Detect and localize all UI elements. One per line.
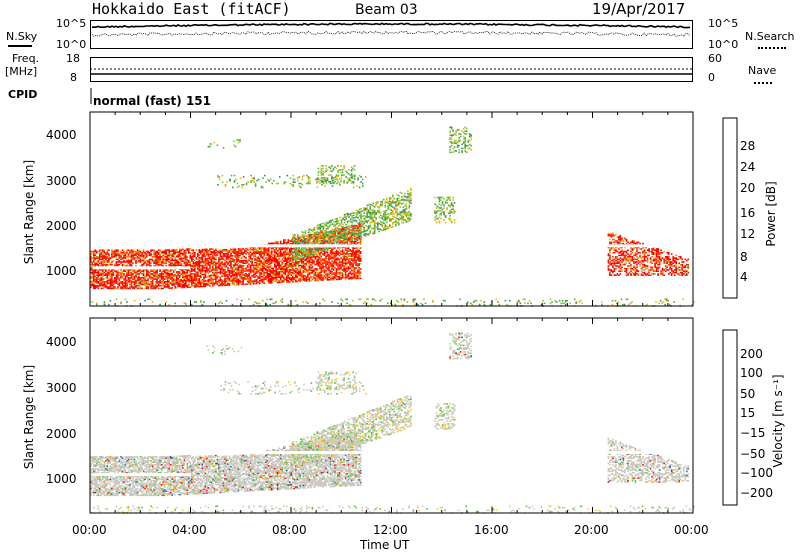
velocity-cb-tick-m50: −50 <box>740 447 766 461</box>
date-label: 19/Apr/2017 <box>592 0 686 18</box>
nave-tick-top: 60 <box>708 52 722 65</box>
velocity-ytick-1000: 1000 <box>46 472 77 486</box>
nsky-tick-top: 10^5 <box>56 17 87 30</box>
velocity-cb-tick-100: 100 <box>740 366 763 380</box>
freq-tick-bottom: 8 <box>70 71 77 84</box>
velocity-colorbar-frame <box>722 329 738 506</box>
power-cb-label: Power [dB] <box>764 181 778 247</box>
nsearch-line-icon <box>758 47 786 49</box>
power-cb-tick-4: 4 <box>740 270 748 284</box>
velocity-ytick-4000: 4000 <box>46 335 77 349</box>
beam-label: Beam 03 <box>355 2 418 18</box>
power-ylabel: Slant Range [km] <box>22 159 36 265</box>
power-ytick-4000: 4000 <box>46 128 77 142</box>
xtick-0000: 00:00 <box>72 523 107 537</box>
cpid-value: normal (fast) 151 <box>93 94 211 108</box>
xtick-1600: 16:00 <box>474 523 509 537</box>
nsky-line-icon <box>8 45 32 47</box>
nsearch-tick-top: 10^5 <box>708 17 739 30</box>
velocity-cb-tick-50: 50 <box>740 387 756 401</box>
cpid-label: CPID <box>8 88 38 101</box>
nave-tick-bottom: 0 <box>708 71 715 84</box>
power-cb-tick-12: 12 <box>740 227 756 241</box>
velocity-cb-tick-200: 200 <box>740 347 763 361</box>
nave-label: Nave <box>748 64 777 77</box>
velocity-cb-tick-m15: −15 <box>740 426 766 440</box>
velocity-cb-tick-m200: −200 <box>740 486 773 500</box>
nsky-trace <box>91 22 691 29</box>
xtick-2000: 20:00 <box>574 523 609 537</box>
nsky-label: N.Sky <box>6 30 38 43</box>
plot-title: Hokkaido East (fitACF) <box>92 0 291 18</box>
power-cb-tick-8: 8 <box>740 250 748 264</box>
freq-tick-top: 18 <box>66 52 80 65</box>
velocity-ylabel: Slant Range [km] <box>22 364 36 470</box>
power-cb-tick-20: 20 <box>740 181 756 195</box>
nsearch-tick-bottom: 10^0 <box>708 38 739 51</box>
xtick-0800: 08:00 <box>272 523 307 537</box>
nsearch-trace <box>91 30 691 37</box>
velocity-cb-label: Velocity [m s⁻¹] <box>771 374 785 468</box>
xtick-1200: 12:00 <box>373 523 408 537</box>
xtick-2400: 00:00 <box>674 523 709 537</box>
power-cb-tick-24: 24 <box>740 160 756 174</box>
freq-unit: [MHz] <box>5 65 38 78</box>
power-ytick-1000: 1000 <box>46 264 77 278</box>
velocity-cb-tick-15: 15 <box>740 406 756 420</box>
nsearch-label: N.Search <box>745 30 795 43</box>
power-colorbar-frame <box>722 117 738 299</box>
nave-line-icon <box>754 82 772 84</box>
velocity-ytick-3000: 3000 <box>46 381 77 395</box>
power-cb-tick-28: 28 <box>740 139 756 153</box>
freq-label: Freq. <box>12 52 40 65</box>
power-cb-tick-16: 16 <box>740 206 756 220</box>
power-ytick-2000: 2000 <box>46 219 77 233</box>
xaxis-label: Time UT <box>360 538 410 552</box>
xtick-0400: 04:00 <box>172 523 207 537</box>
nsky-tick-bottom: 10^0 <box>56 38 87 51</box>
power-ytick-3000: 3000 <box>46 174 77 188</box>
velocity-cb-tick-m100: −100 <box>740 466 773 480</box>
velocity-ytick-2000: 2000 <box>46 427 77 441</box>
